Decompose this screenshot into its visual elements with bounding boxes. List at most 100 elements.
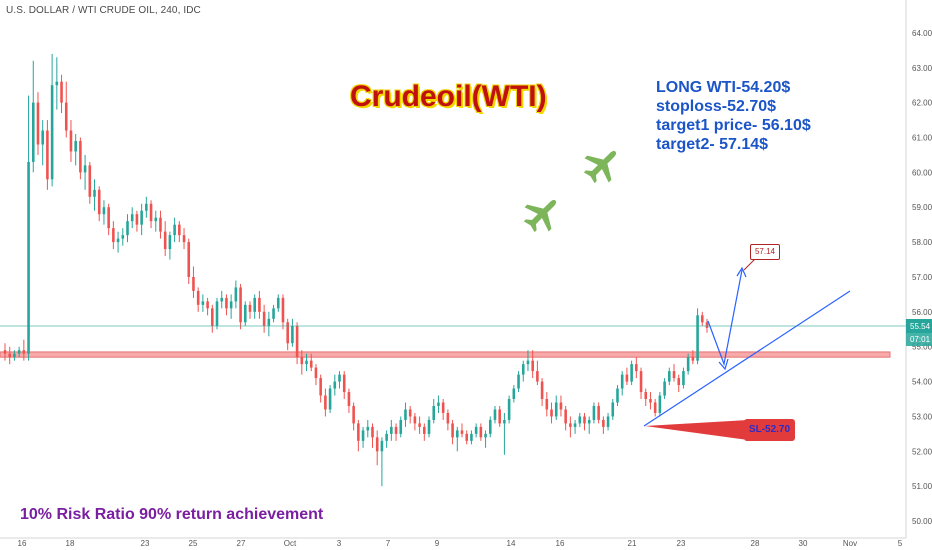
candle	[375, 430, 379, 466]
candle	[328, 385, 332, 413]
candle	[229, 294, 233, 319]
candle	[88, 161, 92, 204]
candle	[446, 409, 450, 431]
x-tick-label: 27	[237, 539, 246, 548]
candle	[239, 283, 242, 330]
candle	[295, 322, 299, 365]
countdown-tag: 07:01	[910, 335, 931, 344]
candle	[102, 200, 106, 225]
candle	[342, 371, 346, 400]
candle	[272, 304, 275, 323]
drawings-layer	[0, 150, 906, 440]
x-tick-label: 23	[141, 539, 150, 548]
candle	[484, 430, 487, 448]
candle	[36, 92, 40, 155]
candle	[253, 294, 257, 319]
candle	[135, 210, 139, 232]
candle	[220, 290, 224, 309]
candle	[371, 423, 374, 448]
y-tick-label: 51.00	[912, 482, 932, 491]
x-tick-label: 28	[751, 539, 760, 548]
trade-plan-target2: target2- 57.14$	[656, 136, 769, 153]
candle	[41, 120, 44, 166]
candle	[432, 399, 436, 424]
candle	[507, 395, 511, 424]
candle	[597, 402, 600, 424]
candle	[451, 419, 454, 445]
stoploss-callout: SL-52.70	[744, 419, 795, 441]
candle	[211, 304, 214, 333]
candle	[262, 304, 266, 333]
trend-line[interactable]	[643, 290, 851, 427]
candle	[361, 426, 365, 448]
candle	[498, 405, 501, 427]
candle	[314, 364, 318, 386]
candle	[479, 423, 483, 441]
y-ticks: 64.00 63.00 62.00 61.00 60.00 59.00 58.00 57.00…	[912, 29, 932, 526]
candle	[17, 346, 21, 358]
x-tick-label: Oct	[284, 539, 297, 548]
candle	[606, 412, 610, 431]
x-tick-label: 25	[189, 539, 198, 548]
y-tick-label: 59.00	[912, 203, 932, 212]
candle	[107, 203, 110, 236]
candle	[696, 308, 699, 365]
candle	[93, 179, 96, 211]
candle	[187, 238, 191, 284]
chart-title: Crudeoil(WTI)	[350, 80, 547, 113]
candle	[140, 203, 143, 236]
candle	[112, 221, 115, 250]
candle	[305, 353, 308, 372]
candle	[569, 416, 572, 438]
candle	[145, 196, 148, 218]
trade-plan-entry: LONG WTI-54.20$	[656, 79, 791, 96]
candle	[154, 210, 158, 232]
candle	[79, 137, 82, 180]
candle	[333, 374, 337, 396]
support-zone-layer	[0, 351, 891, 358]
candle	[394, 423, 398, 441]
candle	[121, 228, 125, 246]
candle	[276, 294, 280, 312]
candle	[291, 318, 294, 347]
price-axis	[0, 0, 907, 539]
candle	[545, 392, 549, 417]
candle	[531, 350, 534, 379]
candle	[31, 60, 35, 173]
candle	[380, 437, 384, 487]
stoploss-pointer	[645, 420, 748, 440]
candle	[663, 378, 666, 400]
candle	[616, 385, 619, 406]
candle	[639, 367, 643, 400]
candle	[390, 419, 393, 441]
candle	[182, 228, 186, 250]
candle	[521, 360, 525, 382]
candle	[488, 416, 492, 438]
candle	[83, 154, 87, 190]
x-tick-label: 5	[898, 539, 903, 548]
candle	[324, 388, 327, 417]
candle	[22, 339, 26, 361]
y-tick-label: 55.00	[912, 343, 932, 352]
candle	[352, 402, 355, 431]
projection-arrowhead-down	[718, 358, 729, 371]
candle	[338, 371, 341, 389]
price-tags: 55.54 07:01	[906, 319, 932, 346]
y-tick-label: 63.00	[912, 64, 932, 73]
candle	[286, 318, 289, 351]
candle	[347, 388, 351, 413]
x-tick-label: 18	[66, 539, 75, 548]
candle	[630, 360, 633, 386]
candle	[686, 353, 690, 375]
y-tick-label: 62.00	[912, 99, 932, 108]
x-tick-label: 14	[507, 539, 516, 548]
candle	[592, 402, 596, 424]
airplane-icon	[523, 199, 557, 233]
candle	[578, 412, 582, 427]
candle	[130, 207, 134, 229]
candle	[503, 412, 506, 455]
target-connector	[743, 257, 757, 271]
candle	[427, 416, 431, 438]
y-tick-label: 52.00	[912, 447, 932, 456]
